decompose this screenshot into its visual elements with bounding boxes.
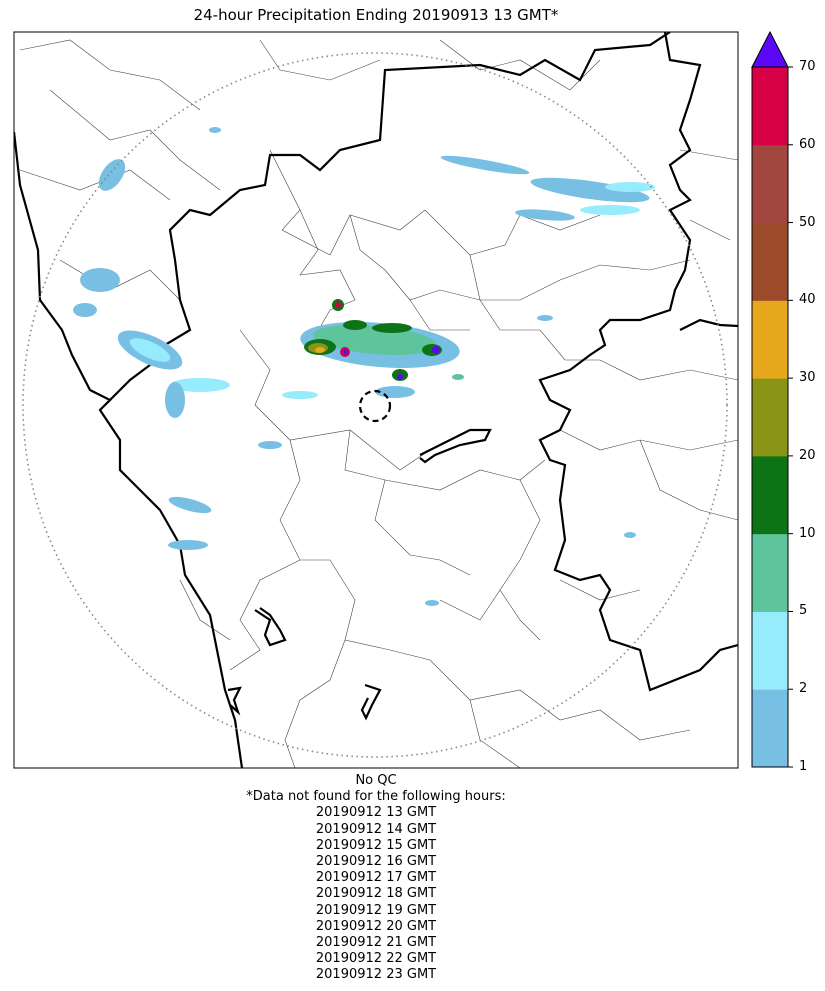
- radar-range-ring: [22, 52, 728, 758]
- missing-hour-item: 20190912 23 GMT: [315, 967, 437, 983]
- state-boundaries: [14, 32, 738, 768]
- colorbar-bin: [752, 533, 788, 612]
- missing-hour-item: 20190912 13 GMT: [315, 805, 437, 821]
- map-frame: [13, 31, 739, 769]
- colorbar-bin: [752, 611, 788, 690]
- missing-hour-item: 20190912 18 GMT: [315, 886, 437, 902]
- precipitation-areas: [73, 127, 655, 606]
- qc-note: No QC: [355, 773, 397, 788]
- missing-hour-item: 20190912 17 GMT: [315, 870, 437, 886]
- colorbar-bin: [752, 378, 788, 457]
- colorbar-bin: [752, 222, 788, 301]
- colorbar-tick-label: 10: [799, 525, 816, 541]
- colorbar-extend-arrow: [751, 30, 789, 68]
- colorbar-tick-label: 40: [799, 292, 816, 308]
- missing-hour-item: 20190912 16 GMT: [315, 854, 437, 870]
- missing-hour-item: 20190912 19 GMT: [315, 902, 437, 918]
- missing-data-note: *Data not found for the following hours:: [246, 789, 506, 805]
- colorbar-tick-label: 20: [799, 447, 816, 463]
- colorbar-bin: [752, 144, 788, 224]
- missing-hour-item: 20190912 15 GMT: [315, 837, 437, 853]
- district-boundaries: [19, 39, 738, 768]
- colorbar-tick-label: 60: [799, 136, 816, 152]
- missing-hour-item: 20190912 14 GMT: [315, 821, 437, 837]
- colorbar-bin: [752, 455, 788, 535]
- colorbar-bin: [752, 300, 788, 379]
- colorbar-tick-label: 1: [799, 759, 808, 774]
- colorbar-tick-label: 2: [799, 681, 808, 697]
- colorbar-bin: [752, 689, 788, 768]
- map-title: 24-hour Precipitation Ending 20190913 13…: [193, 6, 559, 24]
- colorbar-bin: [752, 67, 788, 146]
- missing-hours-list: 20190912 13 GMT 20190912 14 GMT 20190912 1…: [14, 805, 738, 983]
- missing-hour-item: 20190912 21 GMT: [315, 935, 437, 951]
- colorbar-tick-label: 50: [799, 214, 816, 230]
- radar-location-marker: [358, 389, 392, 423]
- missing-hour-item: 20190912 20 GMT: [315, 918, 437, 934]
- colorbar-tick-label: 5: [799, 603, 808, 619]
- footer-notes: No QC *Data not found for the following …: [14, 773, 738, 984]
- colorbar-tick-label: 30: [799, 370, 816, 386]
- map-background: [14, 32, 738, 768]
- colorbar-frame: [751, 66, 789, 768]
- missing-hour-item: 20190912 22 GMT: [315, 951, 437, 967]
- colorbar-tick-label: 70: [799, 59, 816, 74]
